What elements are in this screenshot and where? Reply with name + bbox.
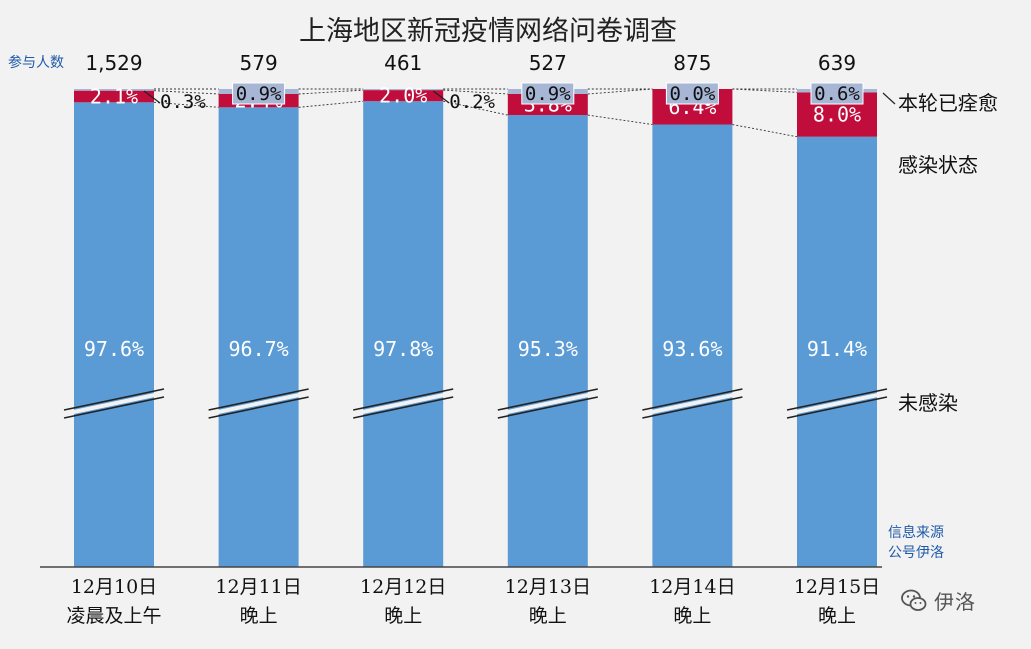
axis-break-line — [497, 388, 598, 411]
x-tick-label-sub: 晚上 — [673, 605, 711, 627]
label-recovered: 0.3% — [160, 91, 206, 113]
x-tick-label: 12月10日 — [71, 576, 157, 598]
watermark: 伊洛 — [900, 586, 976, 615]
x-tick-label-sub: 晚上 — [529, 605, 567, 627]
label-recovered: 0.0% — [670, 83, 716, 105]
bar-segment-uninfected — [507, 115, 588, 568]
x-tick-label: 12月12日 — [360, 576, 446, 598]
label-recovered: 0.9% — [236, 83, 282, 105]
axis-break-line — [786, 396, 888, 419]
x-tick-label: 12月15日 — [794, 576, 880, 598]
axis-break-line — [497, 396, 598, 419]
label-recovered: 0.2% — [449, 91, 495, 113]
leader-line-recovered — [432, 90, 450, 104]
axis-break-line — [208, 396, 309, 419]
x-tick-label: 12月13日 — [505, 576, 591, 598]
bar-segment-uninfected — [797, 136, 877, 568]
axis-break-gap — [497, 391, 599, 416]
label-uninfected: 93.6% — [662, 337, 722, 361]
axis-break-line — [208, 388, 309, 411]
participants-count: 527 — [529, 51, 567, 75]
axis-break-line — [642, 396, 743, 419]
connector-line — [443, 100, 508, 116]
bar-segment-recovered — [363, 89, 444, 91]
source-line: 信息来源 — [888, 524, 944, 541]
connector-line — [298, 100, 364, 108]
bar-segment-uninfected — [652, 124, 733, 568]
connector-line — [587, 88, 653, 95]
bar-segment-infected — [74, 90, 154, 103]
axis-break-line — [63, 396, 165, 419]
x-tick-label-sub: 凌晨及上午 — [66, 605, 161, 627]
participants-count: 1,529 — [85, 51, 142, 75]
bar-segment-uninfected — [218, 107, 299, 567]
x-axis-ticks: 12月10日凌晨及上午12月11日晚上12月12日晚上12月13日晚上12月14… — [66, 576, 880, 627]
label-infected: 2.0% — [379, 84, 427, 108]
connector-line — [587, 114, 653, 125]
label-box-recovered — [665, 82, 719, 105]
bar-segment-infected — [363, 90, 444, 102]
axis-break-line — [353, 388, 454, 411]
bars — [63, 89, 888, 568]
label-infected: 8.0% — [813, 103, 861, 127]
connector-line — [153, 90, 219, 95]
participants-count: 461 — [384, 51, 422, 75]
connector-lines — [153, 88, 798, 138]
legend-leader — [882, 92, 896, 105]
axis-break-gap — [352, 391, 454, 416]
x-tick-label: 12月14日 — [649, 576, 735, 598]
x-tick-label-sub: 晚上 — [240, 605, 278, 627]
connector-line — [732, 124, 798, 138]
participants-count: 639 — [818, 51, 856, 75]
connector-line — [443, 89, 508, 95]
legend-infected: 感染状态 — [898, 153, 978, 177]
x-tick-label: 12月11日 — [215, 576, 301, 598]
label-recovered: 0.6% — [814, 83, 860, 105]
x-tick-label-sub: 晚上 — [384, 605, 422, 627]
source-line: 公号伊洛 — [888, 545, 944, 561]
participants-count: 579 — [240, 51, 278, 75]
x-tick-label-sub: 晚上 — [818, 605, 856, 627]
label-box-recovered — [810, 82, 864, 105]
chart-title: 上海地区新冠疫情网络问卷调查 — [299, 16, 677, 47]
label-uninfected: 97.6% — [84, 337, 144, 361]
axis-break-gap — [63, 391, 165, 416]
leader-line-recovered — [143, 90, 161, 104]
axis-break-gap — [208, 391, 310, 416]
label-box-recovered — [232, 82, 286, 105]
axis-break-line — [642, 388, 743, 411]
participants-label: 参与人数 — [8, 54, 64, 71]
bar-segment-recovered — [74, 89, 154, 91]
label-box-recovered — [521, 82, 575, 105]
connector-line — [153, 101, 219, 108]
participants-count: 875 — [673, 51, 711, 75]
label-uninfected: 97.8% — [373, 337, 433, 361]
legend-recovered: 本轮已痊愈 — [898, 91, 998, 115]
axis-break-gap — [786, 391, 888, 416]
label-uninfected: 91.4% — [807, 337, 867, 361]
labels: 97.6%2.1%0.3%1,52996.7%2.4%0.9%57997.8%2… — [84, 51, 867, 361]
connector-line — [298, 89, 364, 95]
label-uninfected: 96.7% — [228, 337, 288, 361]
bar-segment-uninfected — [74, 102, 154, 567]
label-uninfected: 95.3% — [518, 337, 578, 361]
wechat-icon — [900, 587, 928, 615]
axis-break-line — [786, 388, 888, 411]
label-infected: 2.1% — [90, 84, 138, 108]
bar-segment-uninfected — [363, 101, 444, 568]
connector-line — [732, 88, 798, 93]
watermark-text: 伊洛 — [934, 590, 976, 614]
axis-break-line — [353, 396, 454, 419]
axis-break-line — [63, 388, 165, 411]
legend-uninfected: 未感染 — [898, 391, 958, 415]
label-recovered: 0.9% — [525, 83, 571, 105]
axis-break-gap — [641, 391, 743, 416]
